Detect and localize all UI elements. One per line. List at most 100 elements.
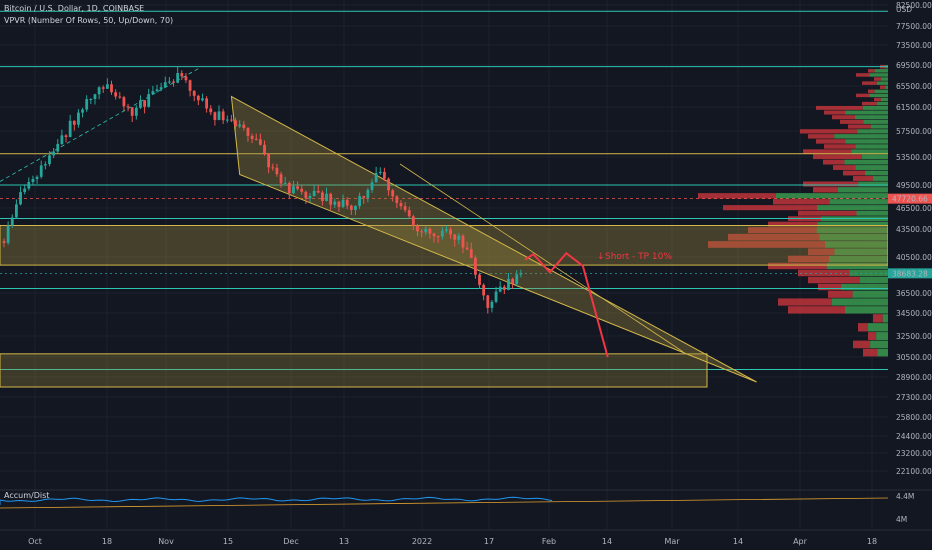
candle-body — [205, 98, 209, 109]
price-tick: 65500.00 — [896, 82, 932, 91]
vp-row-down — [853, 176, 873, 181]
candle-body — [213, 112, 217, 120]
candle-body — [234, 120, 237, 127]
candle-body — [366, 189, 370, 198]
candle-body — [192, 90, 196, 96]
candle-body — [515, 274, 519, 284]
candle-body — [114, 92, 118, 97]
vp-row-down — [816, 105, 863, 110]
candle-body — [300, 188, 304, 192]
candle-body — [292, 186, 295, 194]
candle-body — [10, 217, 14, 226]
short-annotation: Short - TP 10% — [605, 252, 672, 262]
vp-row-down — [828, 290, 853, 298]
price-tick: 22100.00 — [896, 467, 932, 476]
time-tick: Mar — [664, 537, 680, 546]
candle-body — [378, 171, 382, 174]
vp-row-down — [708, 241, 825, 248]
time-tick: 17 — [484, 537, 494, 546]
price-tick: 36500.00 — [896, 289, 932, 298]
vp-row-up — [834, 248, 888, 256]
candle-body — [27, 181, 31, 189]
candle-body — [81, 109, 84, 113]
descending-channel — [0, 67, 757, 383]
vp-row-down — [800, 129, 858, 134]
candle-body — [395, 196, 399, 203]
vp-row-up — [837, 187, 888, 193]
candle-body — [416, 225, 419, 232]
candle-body — [411, 216, 415, 226]
candle-body — [354, 205, 357, 210]
candle-body — [217, 111, 221, 120]
vp-row-down — [803, 181, 859, 187]
vp-row-up — [880, 97, 888, 102]
candle-body — [68, 120, 72, 137]
price-tick: 82500.00 — [896, 1, 932, 10]
vp-row-up — [845, 139, 888, 144]
candle-body — [143, 100, 146, 107]
price-tick: 32500.00 — [896, 332, 932, 341]
candle-body — [449, 229, 452, 235]
candle-body — [246, 127, 250, 136]
vp-row-down — [868, 332, 877, 341]
vp-row-down — [874, 77, 881, 81]
candle-body — [271, 167, 275, 169]
candle-body — [6, 225, 10, 243]
resistance-zone — [0, 225, 889, 266]
symbol-legend[interactable]: Bitcoin / U.S. Dollar, 1D, COINBASE — [4, 4, 145, 13]
candle-body — [254, 138, 258, 140]
price-axis: 82500.00 77500.00 73500.00 69500.00 65500.00… — [888, 0, 932, 488]
candle-body — [151, 91, 155, 95]
candle-body — [383, 171, 386, 179]
candle-body — [221, 111, 225, 121]
candle-body — [304, 191, 308, 199]
vp-row-down — [843, 170, 866, 176]
candle-body — [316, 191, 320, 193]
candle-body — [490, 301, 494, 308]
candle-body — [337, 201, 341, 207]
vp-row-down — [840, 119, 864, 124]
candle-body — [101, 87, 105, 89]
indicator-legend[interactable]: VPVR (Number Of Rows, 50, Up/Down, 70) — [4, 16, 174, 25]
vp-row-up — [819, 233, 888, 241]
time-tick: 2022 — [412, 537, 432, 546]
vp-row-up — [882, 314, 888, 323]
vp-row-up — [870, 124, 888, 129]
vp-row-down — [858, 323, 868, 332]
price-tick: 28900.00 — [896, 373, 932, 382]
price-tick: 34500.00 — [896, 309, 932, 318]
vp-row-down — [853, 340, 871, 349]
candle-body — [159, 87, 163, 90]
candle-body — [507, 278, 510, 290]
candle-body — [279, 174, 283, 184]
candle-body — [391, 190, 395, 197]
candle-body — [201, 98, 204, 101]
candle-body — [420, 231, 424, 233]
vp-row-up — [869, 93, 888, 98]
price-badge-upper-text: 47720.66 — [892, 195, 928, 204]
vp-row-down — [848, 124, 871, 129]
candle-body — [358, 196, 362, 206]
vp-row-up — [865, 170, 888, 176]
candle-body — [312, 191, 316, 197]
price-badge-current-text: 38683.28 — [892, 269, 928, 278]
vp-row-up — [885, 85, 888, 89]
candle-body — [432, 233, 436, 237]
vp-row-down — [868, 89, 875, 94]
vp-row-down — [862, 81, 877, 85]
candle-body — [89, 99, 93, 101]
time-tick: 14 — [602, 537, 612, 546]
vp-row-down — [788, 255, 829, 263]
vp-row-up — [867, 323, 888, 332]
candle-body — [188, 80, 192, 91]
candle-body — [473, 257, 477, 275]
time-tick: 18 — [102, 537, 112, 546]
candle-body — [370, 182, 374, 190]
candle-body — [2, 241, 6, 243]
candle-body — [48, 155, 51, 165]
vp-row-down — [768, 221, 818, 227]
candle-body — [176, 72, 180, 83]
candle-body — [329, 193, 333, 205]
time-tick: 18 — [867, 537, 877, 546]
